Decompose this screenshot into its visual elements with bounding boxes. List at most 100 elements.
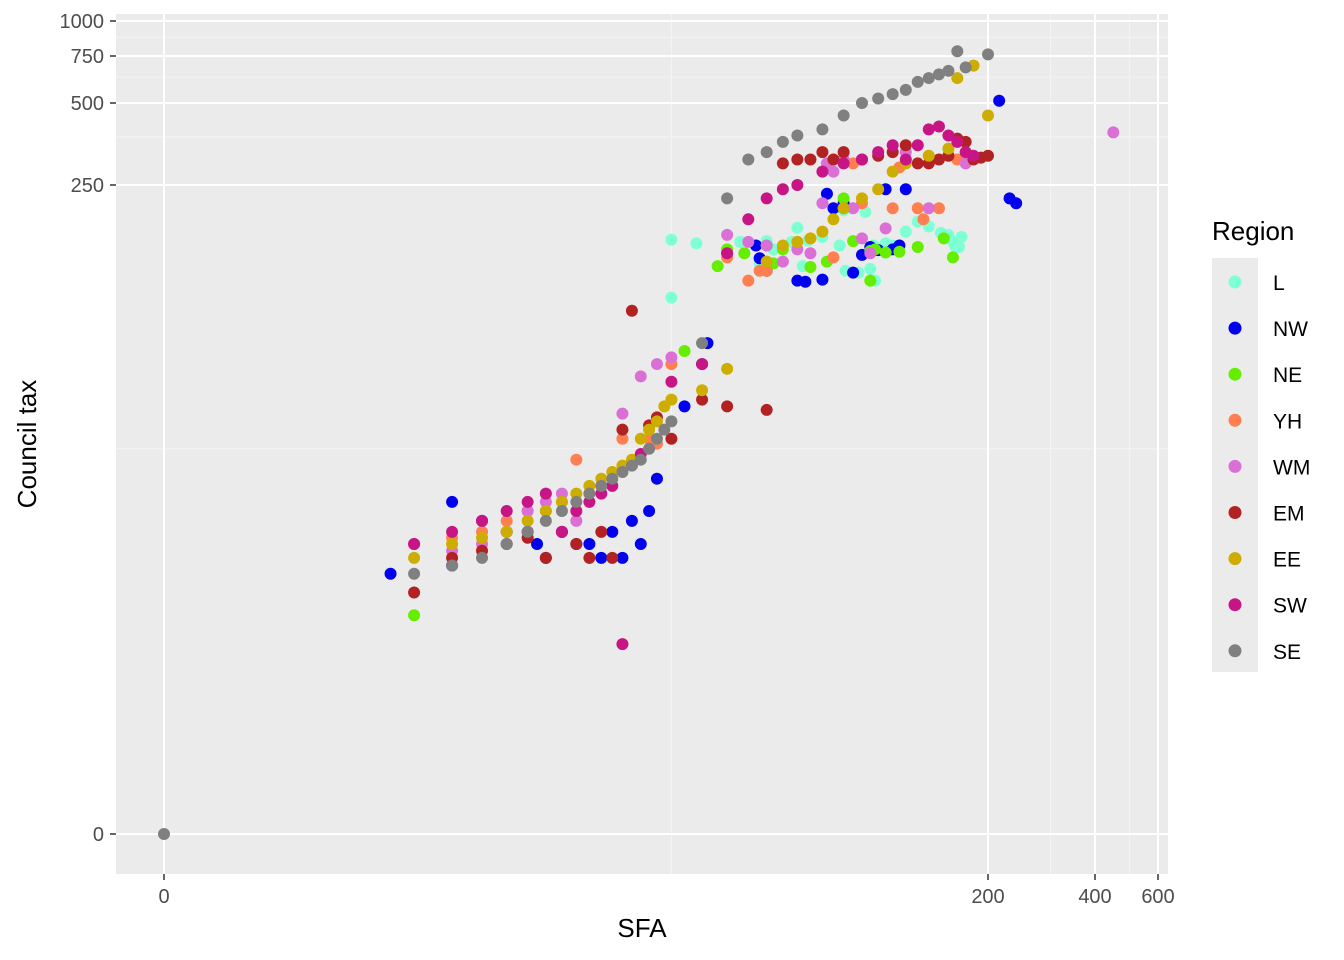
data-point-se	[158, 828, 170, 840]
data-point-sw	[583, 495, 596, 508]
legend-label-em: EM	[1273, 503, 1305, 526]
data-point-ee	[816, 225, 829, 238]
data-point-nw	[816, 273, 829, 286]
x-tick-label: 600	[1141, 886, 1174, 908]
data-point-yh	[500, 514, 513, 527]
data-point-wm	[521, 504, 534, 517]
data-point-em	[760, 403, 773, 416]
data-point-se	[911, 75, 924, 88]
data-point-ne	[711, 260, 724, 273]
data-point-yh	[760, 264, 773, 277]
data-point-se	[899, 83, 912, 96]
data-point-se	[500, 538, 513, 551]
data-point-sw	[616, 638, 629, 651]
data-point-ne	[408, 609, 421, 622]
data-point-em	[696, 393, 709, 406]
data-point-se	[616, 465, 629, 478]
data-point-yh	[911, 202, 924, 215]
data-point-se	[982, 48, 994, 61]
data-point-l	[665, 291, 678, 304]
data-point-nw	[446, 495, 459, 508]
data-point-wm	[616, 407, 629, 420]
legend-label-ee: EE	[1273, 549, 1301, 572]
data-point-ne	[864, 274, 877, 287]
data-point-l	[864, 262, 877, 275]
data-point-sw	[776, 183, 789, 196]
data-point-nw	[1010, 197, 1023, 210]
data-point-ee	[982, 109, 994, 122]
data-point-nw	[799, 275, 812, 288]
data-point-sw	[555, 525, 568, 538]
data-point-ee	[555, 495, 568, 508]
data-point-sw	[872, 146, 885, 159]
data-point-sw	[791, 179, 804, 191]
data-point-ee	[855, 192, 868, 205]
legend-key-wm	[1228, 459, 1242, 473]
data-point-nw	[993, 94, 1006, 107]
data-point-se	[665, 415, 678, 428]
data-point-ee	[476, 531, 489, 544]
data-point-wm	[879, 222, 892, 235]
data-point-nw	[616, 551, 629, 564]
data-point-em	[837, 146, 850, 159]
data-point-em	[982, 149, 994, 162]
data-point-ee	[570, 487, 583, 500]
data-point-wm	[634, 370, 647, 383]
legend-title: Region	[1212, 216, 1294, 246]
data-point-se	[816, 123, 829, 136]
data-point-sw	[899, 153, 912, 166]
data-point-sw	[942, 129, 955, 142]
data-point-ne	[879, 246, 892, 259]
data-point-sw	[760, 192, 773, 205]
grid-lines	[116, 14, 1168, 874]
data-point-sw	[521, 495, 534, 508]
data-point-em	[625, 304, 638, 317]
data-point-ee	[804, 232, 817, 245]
data-point-ne	[837, 192, 850, 205]
data-point-em	[616, 423, 629, 436]
data-point-wm	[1107, 126, 1120, 139]
data-point-se	[696, 337, 709, 350]
data-point-sw	[911, 139, 924, 152]
data-point-ee	[827, 213, 840, 226]
data-point-nw	[820, 187, 833, 200]
data-point-em	[539, 551, 552, 564]
data-point-ee	[500, 525, 513, 538]
data-point-nw	[634, 538, 647, 551]
data-point-l	[955, 230, 968, 243]
data-point-em	[959, 135, 972, 148]
data-point-ee	[791, 235, 804, 248]
data-point-sw	[855, 153, 868, 166]
legend-key-yh	[1228, 413, 1242, 427]
data-point-ne	[678, 344, 691, 357]
legend-key-ne	[1228, 367, 1242, 381]
legend-label-wm: WM	[1273, 456, 1310, 479]
data-point-nw	[595, 551, 608, 564]
data-point-sw	[570, 504, 583, 517]
legend-label-nw: NW	[1273, 318, 1308, 341]
data-point-ee	[665, 393, 678, 406]
data-point-l	[899, 225, 912, 238]
data-point-nw	[678, 400, 691, 413]
data-point-sw	[446, 525, 459, 538]
data-point-sw	[951, 135, 964, 148]
data-point-ee	[760, 255, 773, 268]
data-point-sw	[932, 120, 945, 133]
data-point-nw	[384, 567, 397, 580]
y-tick-label: 500	[71, 93, 104, 115]
data-point-sw	[539, 487, 552, 500]
y-axis: 0 250 500 750 1000	[60, 11, 116, 846]
data-point-se	[837, 109, 850, 122]
legend-label-se: SE	[1273, 641, 1301, 664]
data-point-sw	[967, 149, 980, 162]
data-point-ne	[911, 241, 924, 254]
data-point-se	[583, 487, 596, 500]
data-point-sw	[886, 139, 899, 152]
data-point-em	[570, 538, 583, 551]
data-point-ee	[650, 415, 663, 428]
data-point-l	[833, 239, 846, 252]
data-point-ee	[408, 551, 421, 564]
data-point-wm	[864, 247, 877, 260]
data-point-ne	[946, 251, 959, 264]
